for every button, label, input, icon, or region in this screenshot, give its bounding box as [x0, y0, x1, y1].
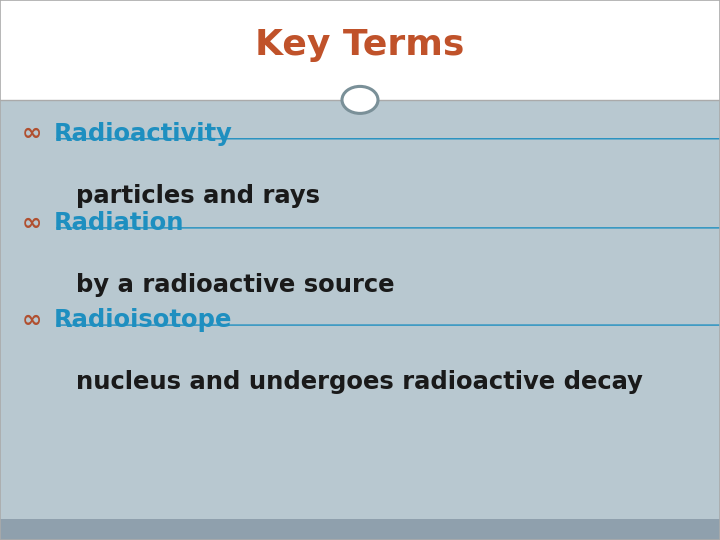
Text: particles and rays: particles and rays	[76, 184, 320, 207]
Text: Key Terms: Key Terms	[256, 28, 464, 62]
Text: nucleus and undergoes radioactive decay: nucleus and undergoes radioactive decay	[76, 370, 642, 394]
FancyBboxPatch shape	[0, 0, 720, 100]
Text: ∞: ∞	[22, 122, 42, 145]
Circle shape	[342, 86, 378, 113]
Text: ∞: ∞	[22, 308, 42, 332]
FancyBboxPatch shape	[0, 100, 720, 519]
Text: ∞: ∞	[22, 211, 42, 234]
FancyBboxPatch shape	[0, 519, 720, 540]
Text: Radioisotope: Radioisotope	[54, 308, 233, 332]
Text: by a radioactive source: by a radioactive source	[76, 273, 394, 296]
Text: Radioactivity: Radioactivity	[54, 122, 233, 145]
Text: Radiation: Radiation	[54, 211, 184, 234]
